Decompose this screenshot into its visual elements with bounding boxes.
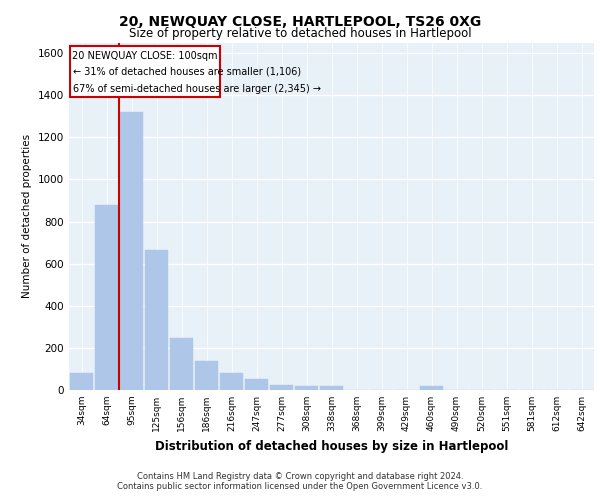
Bar: [270, 384, 293, 390]
Text: ← 31% of detached houses are smaller (1,106): ← 31% of detached houses are smaller (1,…: [73, 66, 301, 76]
X-axis label: Distribution of detached houses by size in Hartlepool: Distribution of detached houses by size …: [155, 440, 508, 452]
Bar: [320, 386, 343, 390]
Text: Contains HM Land Registry data © Crown copyright and database right 2024.: Contains HM Land Registry data © Crown c…: [137, 472, 463, 481]
Bar: [220, 373, 243, 390]
Text: 67% of semi-detached houses are larger (2,345) →: 67% of semi-detached houses are larger (…: [73, 84, 321, 94]
Text: Contains public sector information licensed under the Open Government Licence v3: Contains public sector information licen…: [118, 482, 482, 491]
Text: 20, NEWQUAY CLOSE, HARTLEPOOL, TS26 0XG: 20, NEWQUAY CLOSE, HARTLEPOOL, TS26 0XG: [119, 15, 481, 29]
Bar: [420, 386, 443, 390]
Y-axis label: Number of detached properties: Number of detached properties: [22, 134, 32, 298]
Text: 20 NEWQUAY CLOSE: 100sqm: 20 NEWQUAY CLOSE: 100sqm: [73, 51, 218, 61]
Text: Size of property relative to detached houses in Hartlepool: Size of property relative to detached ho…: [128, 28, 472, 40]
Bar: [295, 386, 318, 390]
Bar: [70, 373, 93, 390]
Bar: [145, 250, 168, 390]
Bar: [245, 380, 268, 390]
Bar: [195, 360, 218, 390]
Bar: [170, 338, 193, 390]
FancyBboxPatch shape: [70, 46, 220, 98]
Bar: [95, 204, 118, 390]
Bar: [120, 112, 143, 390]
